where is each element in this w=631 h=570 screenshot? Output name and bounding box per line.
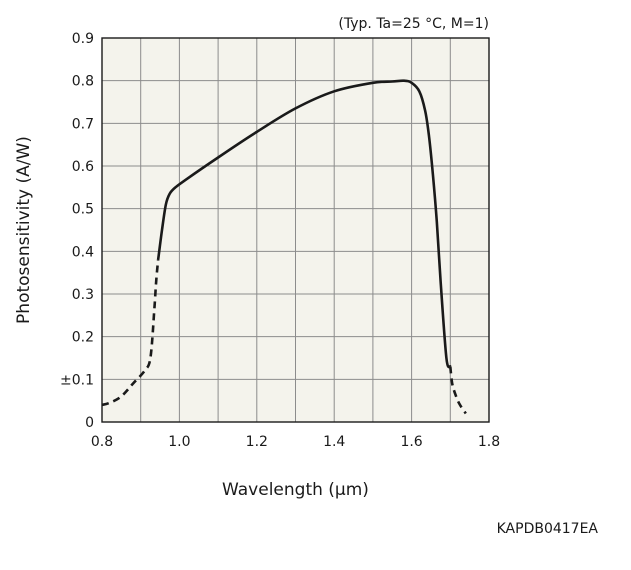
curve-segment-solid — [156, 79, 452, 369]
y-tick-label: ±0.1 — [60, 372, 94, 388]
x-tick-label: 0.8 — [91, 434, 113, 450]
sensitivity-curve — [101, 79, 467, 415]
y-axis-label: Photosensitivity (A/W) — [14, 136, 34, 324]
y-tick-label: 0.4 — [72, 244, 94, 260]
x-tick-label: 1.0 — [168, 434, 190, 450]
y-tick-label: 0.3 — [72, 287, 94, 303]
y-tick-labels: 0 ±0.1 0.2 0.3 0.4 0.5 0.6 0.7 0.8 0.9 — [60, 31, 94, 431]
x-tick-label: 1.6 — [400, 434, 422, 450]
x-tick-label: 1.2 — [246, 434, 268, 450]
conditions-note: (Typ. Ta=25 °C, M=1) — [338, 16, 489, 32]
x-tick-labels: 0.8 1.0 1.2 1.4 1.6 1.8 — [91, 434, 500, 450]
y-tick-label: 0.8 — [72, 74, 94, 90]
y-tick-label: 0.5 — [72, 202, 94, 218]
x-axis-label: Wavelength (μm) — [222, 480, 369, 500]
figure-code: KAPDB0417EA — [497, 521, 599, 537]
y-tick-label: 0.6 — [72, 159, 94, 175]
y-tick-label: 0.2 — [72, 330, 94, 346]
y-tick-label: 0.9 — [72, 31, 94, 47]
x-tick-label: 1.4 — [323, 434, 345, 450]
plot-border — [101, 37, 490, 423]
y-tick-label: 0 — [85, 415, 94, 431]
x-tick-label: 1.8 — [478, 434, 500, 450]
y-tick-label: 0.7 — [72, 116, 94, 132]
curve-segment-dashed — [449, 366, 467, 415]
